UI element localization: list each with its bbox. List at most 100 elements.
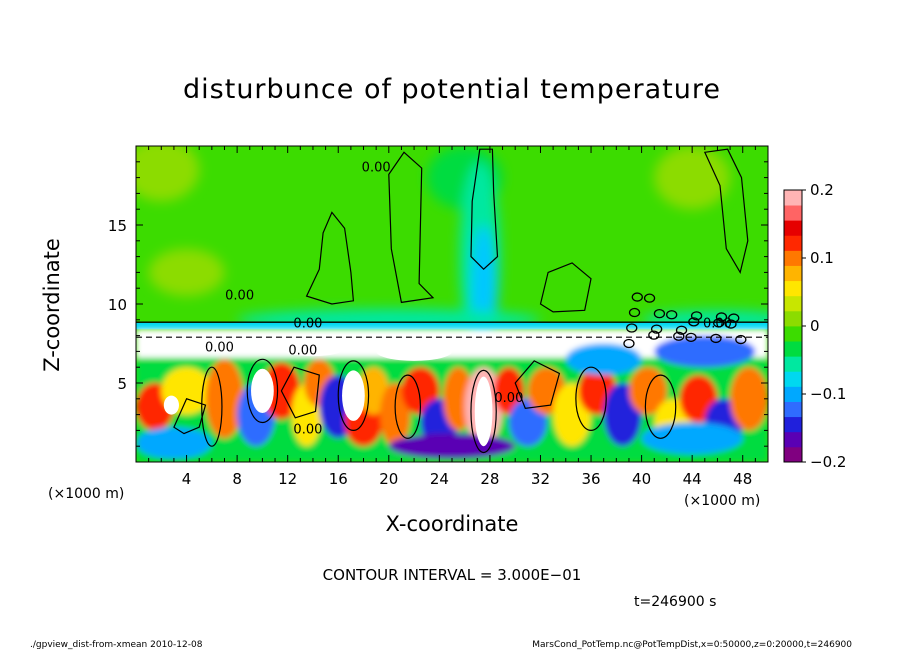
colorbar-swatch (784, 190, 802, 206)
contour-line (648, 330, 660, 340)
contour-line (688, 317, 700, 327)
x-tick-label: 28 (480, 470, 499, 488)
field-patch (565, 343, 642, 376)
x-tick-label: 16 (329, 470, 348, 488)
contour-line (666, 310, 678, 320)
contour-line (710, 333, 722, 344)
contour-line (715, 312, 728, 322)
colorbar-swatch (784, 295, 802, 312)
footer-left: ./gpview_dist-from-xmean 2010-12-08 (30, 640, 203, 650)
contour-line (673, 331, 685, 341)
contour-interval: CONTOUR INTERVAL = 3.000E−01 (322, 566, 582, 584)
contour-line (653, 308, 666, 319)
contour-label: 0.00 (288, 344, 317, 359)
x-axis: 4 8 12 16 20 24 28 32 36 40 44 48 (135, 146, 769, 488)
contour-line (514, 360, 561, 409)
x-axis-label: X-coordinate (385, 512, 519, 536)
x-tick-label: 40 (632, 470, 651, 488)
colorbar-tick-label: 0.1 (810, 249, 834, 267)
footer-right: MarsCond_PotTemp.nc@PotTempDist,x=0:5000… (532, 640, 852, 650)
colorbar-swatch (784, 326, 802, 342)
x-unit-left: (×1000 m) (48, 486, 125, 502)
x-unit-right: (×1000 m) (684, 493, 761, 509)
field-patch (148, 248, 225, 297)
field-patch (641, 422, 743, 455)
contour-line (725, 319, 737, 329)
field-patch (730, 367, 768, 431)
contour-line (713, 318, 725, 328)
contour-line (470, 369, 497, 454)
x-tick-label: 24 (430, 470, 449, 488)
contour-line (628, 307, 641, 318)
contour-line (305, 211, 355, 305)
x-tick-label: 20 (379, 470, 398, 488)
x-tick-label: 48 (733, 470, 752, 488)
contour-labels: 0.00 0.00 0.00 0.00 0.00 0.00 0.00 0.00 (205, 160, 732, 437)
x-tick-label: 36 (581, 470, 600, 488)
field-patch (474, 376, 493, 447)
colorbar-swatch (784, 356, 802, 372)
contour-line (394, 374, 421, 439)
field-patch (493, 367, 525, 415)
colorbar-swatch (784, 371, 802, 387)
contour-line (735, 334, 747, 345)
x-tick-label: 32 (531, 470, 550, 488)
contour-label: 0.00 (494, 391, 523, 406)
x-tick-label: 44 (683, 470, 702, 488)
contour-line (650, 324, 663, 334)
y-tick-label: 15 (108, 217, 127, 235)
colorbar-tick-label: −0.2 (810, 453, 846, 471)
colorbar-swatch (784, 341, 802, 357)
colorbar-tick-label: 0 (810, 317, 820, 335)
time-label: t=246900 s (634, 594, 717, 610)
colorbar-swatch (784, 431, 802, 448)
field-patch (342, 370, 365, 421)
x-tick-label: 4 (182, 470, 192, 488)
x-tick-label: 12 (278, 470, 297, 488)
y-axis: 5 10 15 (108, 145, 768, 463)
colorbar-swatch (784, 446, 802, 463)
contour-line (690, 311, 703, 321)
colorbar-swatch (784, 310, 802, 327)
field-band (136, 322, 768, 330)
contour-line (337, 360, 370, 432)
colorbar-swatch (784, 205, 802, 221)
contour-label: 0.00 (362, 160, 391, 175)
contour-line (675, 325, 688, 335)
colorbar: 0.2 0.1 0 −0.1 −0.2 (783, 181, 846, 471)
colorbar-swatch (784, 416, 802, 433)
field-patch (281, 340, 345, 357)
field-patch (251, 368, 274, 414)
contour-line (685, 332, 697, 342)
contour-label: 0.00 (205, 340, 234, 355)
colorbar-tick-label: 0.2 (810, 181, 834, 199)
field-patch (205, 359, 244, 439)
contour-line (280, 366, 320, 419)
colorbar-swatch (784, 386, 802, 402)
colorbar-swatch (784, 401, 802, 418)
colorbar-swatch (784, 250, 802, 266)
contour-line (703, 148, 749, 274)
y-tick-label: 10 (108, 296, 127, 314)
contour-line (470, 148, 499, 271)
contour-label: 0.00 (293, 423, 322, 438)
contour-label: 0.00 (293, 317, 322, 332)
x-tick-label: 8 (232, 470, 242, 488)
contour-line (246, 358, 279, 424)
contour-line (575, 366, 607, 431)
field-patch (654, 146, 731, 210)
contour-line (539, 262, 592, 313)
contour-line (388, 151, 435, 304)
chart-title: disturbunce of potential temperature (183, 74, 721, 105)
y-tick-label: 5 (117, 375, 127, 393)
contour-line (623, 338, 635, 349)
contour-line (728, 313, 740, 323)
contour-lines (136, 148, 768, 454)
heatmap-field (136, 146, 768, 462)
field-patch (163, 395, 179, 415)
colorbar-swatch (784, 220, 802, 236)
contour-line (201, 366, 223, 447)
contour-label: 0.00 (703, 317, 732, 332)
field-patch (388, 433, 516, 459)
